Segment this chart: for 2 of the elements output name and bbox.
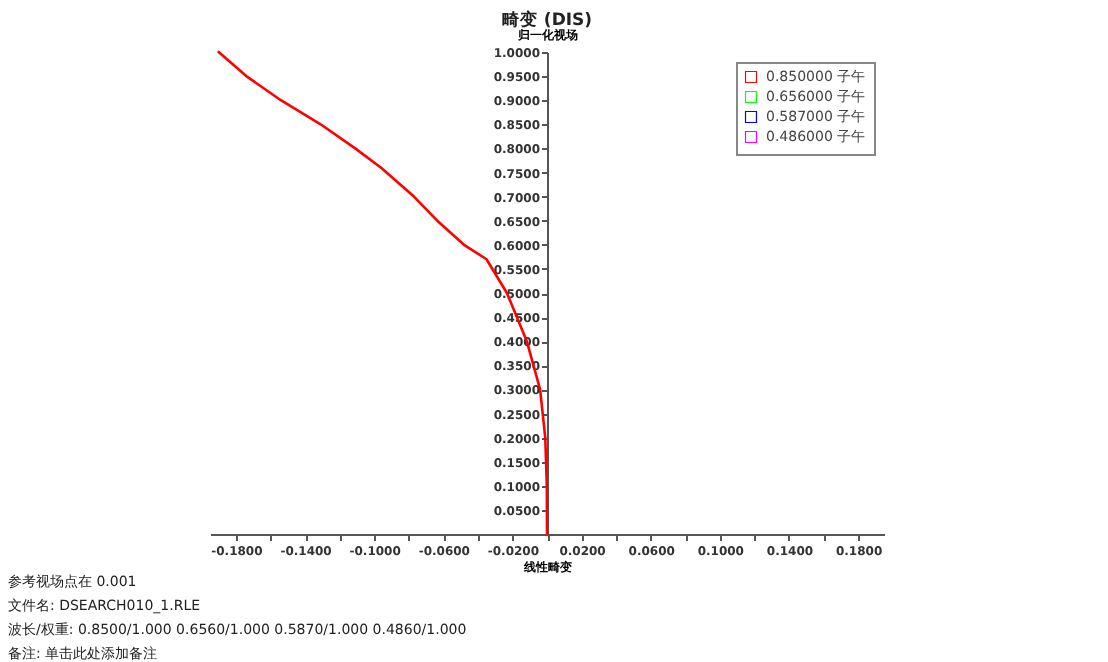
line-series — [217, 50, 549, 536]
chart-title: 畸变 (DIS) — [501, 9, 593, 31]
